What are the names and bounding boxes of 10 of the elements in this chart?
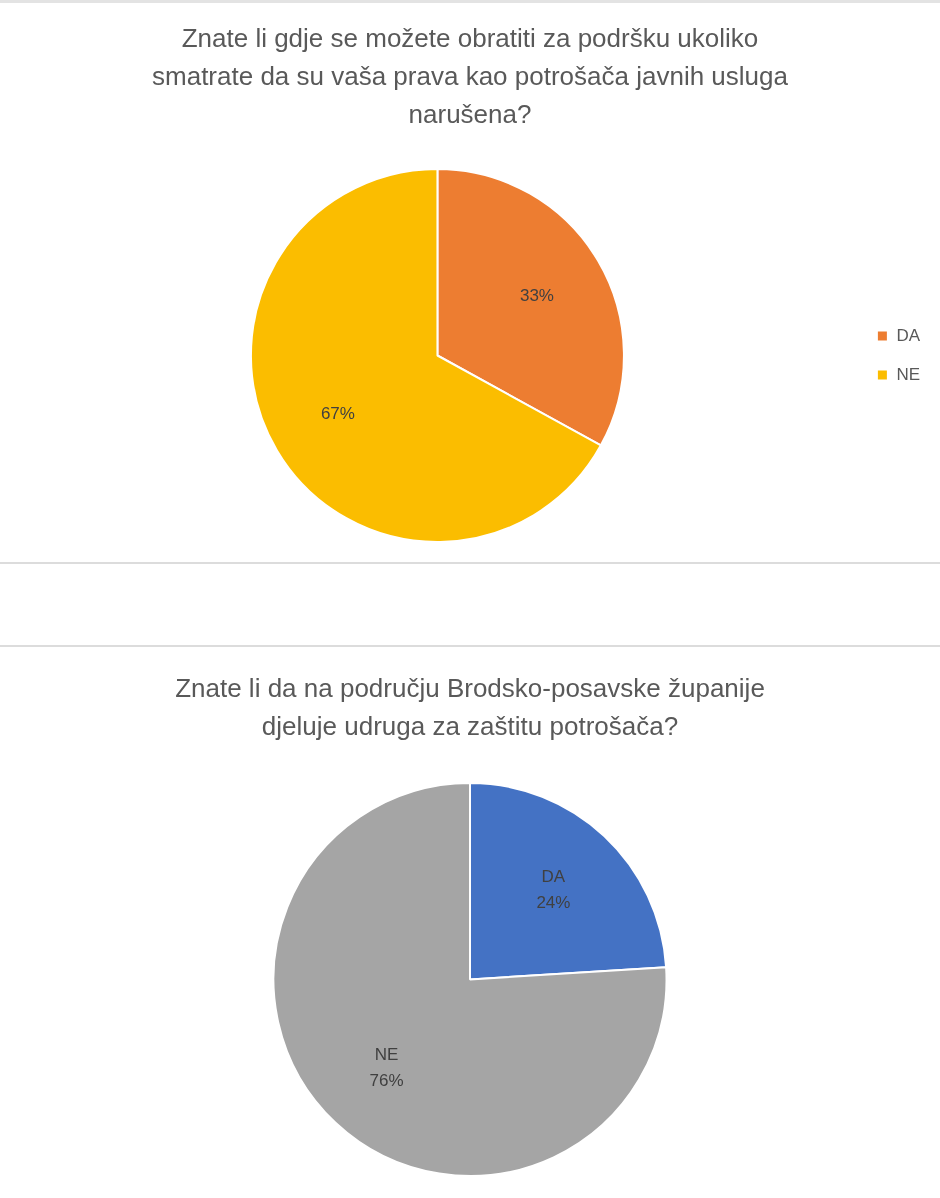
legend-label: NE xyxy=(896,364,921,384)
data-label: 67% xyxy=(320,404,355,424)
data-label: 33% xyxy=(519,286,554,306)
slice-label: DA xyxy=(541,867,566,887)
legend-label: DA xyxy=(896,325,921,345)
data-label: 76% xyxy=(369,1071,404,1090)
data-label: 24% xyxy=(536,893,571,913)
slice-label: NE xyxy=(374,1045,399,1064)
chart-title: Znate li da na području Brodsko-posavske županije djeluje udruga za zaštitu potrošača? xyxy=(174,672,766,743)
chart-title: Znate li gdje se možete obratiti za podršku ukoliko smatrate da su vaša prava kao potrošača javnih usluga narušena? xyxy=(151,22,789,131)
